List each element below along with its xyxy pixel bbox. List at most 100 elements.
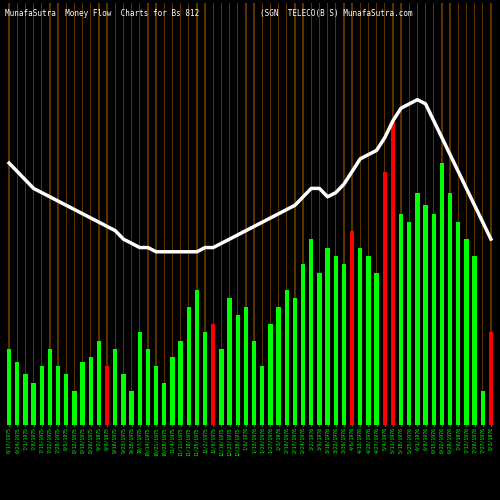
Bar: [131, 2, 132, 425]
Bar: [33, 2, 34, 425]
Bar: [196, 2, 198, 425]
Bar: [368, 2, 369, 425]
Bar: [228, 298, 232, 425]
Bar: [203, 332, 207, 425]
Bar: [15, 362, 20, 425]
Bar: [268, 324, 272, 425]
Bar: [488, 332, 493, 425]
Bar: [98, 2, 100, 425]
Bar: [425, 2, 426, 425]
Bar: [96, 340, 101, 425]
Bar: [360, 2, 361, 425]
Bar: [180, 2, 181, 425]
Bar: [302, 2, 304, 425]
Bar: [376, 2, 377, 425]
Bar: [80, 362, 85, 425]
Bar: [415, 192, 420, 425]
Bar: [292, 298, 297, 425]
Bar: [188, 2, 190, 425]
Bar: [458, 2, 459, 425]
Bar: [252, 340, 256, 425]
Bar: [327, 2, 328, 425]
Bar: [121, 374, 126, 425]
Text: (SGN  TELECO(B S) MunafaSutra.com: (SGN TELECO(B S) MunafaSutra.com: [260, 9, 412, 18]
Bar: [25, 2, 26, 425]
Bar: [374, 273, 379, 425]
Bar: [334, 256, 338, 425]
Bar: [400, 2, 402, 425]
Bar: [146, 349, 150, 425]
Bar: [64, 374, 68, 425]
Bar: [41, 2, 42, 425]
Bar: [262, 2, 263, 425]
Bar: [286, 2, 288, 425]
Bar: [178, 340, 183, 425]
Bar: [82, 2, 83, 425]
Bar: [221, 2, 222, 425]
Bar: [106, 2, 108, 425]
Bar: [276, 306, 281, 425]
Bar: [474, 2, 475, 425]
Bar: [440, 163, 444, 425]
Bar: [270, 2, 271, 425]
Bar: [139, 2, 140, 425]
Bar: [186, 306, 191, 425]
Bar: [390, 121, 395, 425]
Bar: [278, 2, 279, 425]
Text: MunafaSutra  Money Flow  Charts for Bs 812: MunafaSutra Money Flow Charts for Bs 812: [5, 9, 199, 18]
Bar: [236, 315, 240, 425]
Bar: [260, 366, 264, 425]
Bar: [350, 230, 354, 425]
Bar: [74, 2, 75, 425]
Bar: [417, 2, 418, 425]
Bar: [90, 2, 92, 425]
Bar: [105, 366, 110, 425]
Bar: [466, 2, 467, 425]
Bar: [40, 366, 44, 425]
Bar: [162, 383, 166, 425]
Bar: [408, 2, 410, 425]
Bar: [56, 366, 60, 425]
Bar: [229, 2, 230, 425]
Bar: [130, 391, 134, 425]
Bar: [114, 2, 116, 425]
Bar: [72, 391, 76, 425]
Bar: [23, 374, 28, 425]
Bar: [113, 349, 117, 425]
Bar: [164, 2, 165, 425]
Bar: [358, 248, 362, 425]
Bar: [407, 222, 412, 425]
Bar: [138, 332, 142, 425]
Bar: [472, 256, 477, 425]
Bar: [219, 349, 224, 425]
Bar: [48, 349, 52, 425]
Bar: [384, 2, 386, 425]
Bar: [448, 192, 452, 425]
Bar: [424, 206, 428, 425]
Bar: [317, 273, 322, 425]
Bar: [170, 358, 174, 425]
Bar: [301, 264, 306, 425]
Bar: [482, 2, 484, 425]
Bar: [433, 2, 434, 425]
Bar: [366, 256, 370, 425]
Bar: [490, 2, 492, 425]
Bar: [456, 222, 460, 425]
Bar: [309, 239, 314, 425]
Bar: [432, 214, 436, 425]
Bar: [294, 2, 296, 425]
Bar: [382, 172, 387, 425]
Bar: [88, 358, 93, 425]
Bar: [204, 2, 206, 425]
Bar: [237, 2, 238, 425]
Bar: [32, 383, 36, 425]
Bar: [464, 239, 468, 425]
Bar: [399, 214, 404, 425]
Bar: [212, 2, 214, 425]
Bar: [319, 2, 320, 425]
Bar: [335, 2, 336, 425]
Bar: [326, 248, 330, 425]
Bar: [244, 306, 248, 425]
Bar: [7, 349, 12, 425]
Bar: [211, 324, 216, 425]
